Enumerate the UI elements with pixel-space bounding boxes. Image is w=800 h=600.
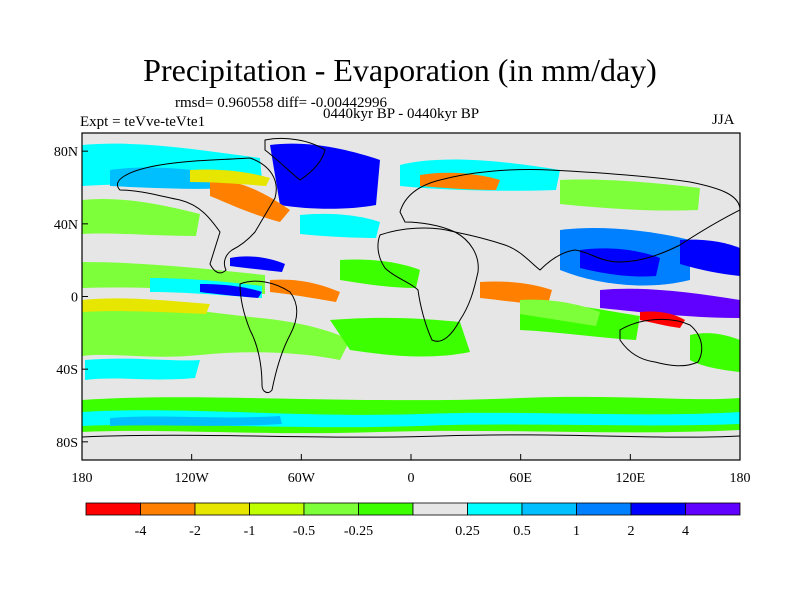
colorbar-swatch bbox=[194, 502, 250, 516]
lat-tick-label: 80N bbox=[54, 145, 78, 160]
field-south-pacific-cyan bbox=[85, 358, 200, 380]
longitude-axis: 180 120W 60W 0 60E 120E 180 bbox=[72, 454, 751, 486]
lat-tick-label: 0 bbox=[71, 291, 78, 306]
field-labrador-orange bbox=[210, 180, 290, 222]
lat-tick-label: 40N bbox=[54, 218, 78, 233]
lat-tick-label: 40S bbox=[56, 363, 78, 378]
colorbar-label: 0.5 bbox=[513, 524, 531, 539]
australia-coast bbox=[619, 318, 703, 367]
period-text: 0440kyr BP - 0440kyr BP bbox=[323, 106, 480, 122]
field-north-atlantic-blue bbox=[270, 143, 380, 209]
colorbar-label: -0.25 bbox=[344, 524, 373, 539]
field-southern-blue bbox=[110, 416, 282, 426]
field-south-atlantic-green bbox=[330, 317, 470, 357]
field-itcz-blue bbox=[200, 284, 262, 298]
colorbar-label: 1 bbox=[573, 524, 580, 539]
colorbar-label: 4 bbox=[682, 524, 689, 539]
field-canada-yellow bbox=[190, 169, 270, 186]
map-title: Precipitation - Evaporation (in mm/day) bbox=[143, 52, 657, 88]
lon-tick-label: 0 bbox=[408, 471, 415, 486]
field-west-pacific-blue bbox=[680, 239, 740, 276]
latitude-axis: 80N 40N 0 40S 80S bbox=[54, 145, 88, 451]
antarctica-coast bbox=[82, 434, 740, 438]
colorbar-swatch bbox=[630, 502, 686, 516]
field-equatorial-indian-orange bbox=[480, 281, 552, 304]
experiment-label: Expt = teVve-teVte1 bbox=[80, 114, 206, 130]
colorbar-swatch bbox=[358, 502, 414, 516]
lon-tick-label: 120E bbox=[616, 471, 646, 486]
north-america-coast bbox=[117, 157, 277, 274]
field-scandinavia-orange bbox=[420, 172, 500, 190]
colorbar: -4 -2 -1 -0.5 -0.25 0.25 0.5 1 2 4 bbox=[85, 502, 741, 539]
colorbar-swatch bbox=[685, 502, 741, 516]
south-america-coast bbox=[239, 280, 298, 393]
lon-tick-label: 120W bbox=[175, 471, 210, 486]
coastlines bbox=[82, 137, 740, 438]
colorbar-label: 2 bbox=[628, 524, 635, 539]
lon-tick-label: 180 bbox=[730, 471, 751, 486]
colorbar-label: -0.5 bbox=[293, 524, 315, 539]
field-equatorial-atlantic-green bbox=[340, 259, 420, 288]
colorbar-label: -4 bbox=[135, 524, 147, 539]
colorbar-swatch bbox=[521, 502, 577, 516]
colorbar-swatch bbox=[249, 502, 305, 516]
field-sw-pacific-green bbox=[690, 333, 740, 372]
field-siberia-green bbox=[560, 179, 700, 211]
lon-tick-label: 60W bbox=[288, 471, 316, 486]
lon-tick-label: 180 bbox=[72, 471, 93, 486]
eurasia-coast bbox=[399, 168, 740, 271]
field-northeast-pacific-green bbox=[82, 198, 200, 236]
colorbar-swatch bbox=[303, 502, 359, 516]
field-caribbean-blue bbox=[230, 256, 285, 272]
colorbar-swatch bbox=[467, 502, 523, 516]
field-south-equatorial-yellow bbox=[82, 298, 210, 314]
stats-text: rmsd= 0.960558 diff= -0.00442996 bbox=[175, 95, 388, 111]
lon-tick-label: 60E bbox=[509, 471, 532, 486]
field-subtropical-atlantic-cyan bbox=[300, 213, 380, 238]
colorbar-label: 0.25 bbox=[455, 524, 480, 539]
map-field bbox=[82, 133, 740, 460]
colorbar-label: -2 bbox=[189, 524, 201, 539]
colorbar-swatch bbox=[576, 502, 632, 516]
colorbar-label: -1 bbox=[244, 524, 256, 539]
colorbar-swatch bbox=[85, 502, 141, 516]
field-maritime-purple bbox=[600, 288, 740, 318]
field-south-pacific-green bbox=[82, 303, 350, 360]
field-south-indian-green bbox=[520, 299, 600, 326]
greenland-coast bbox=[264, 137, 326, 181]
season-label: JJA bbox=[712, 112, 735, 128]
colorbar-swatch bbox=[412, 502, 468, 516]
colorbar-swatch bbox=[140, 502, 196, 516]
field-equatorial-atlantic-orange bbox=[270, 279, 340, 302]
lat-tick-label: 80S bbox=[56, 436, 78, 451]
